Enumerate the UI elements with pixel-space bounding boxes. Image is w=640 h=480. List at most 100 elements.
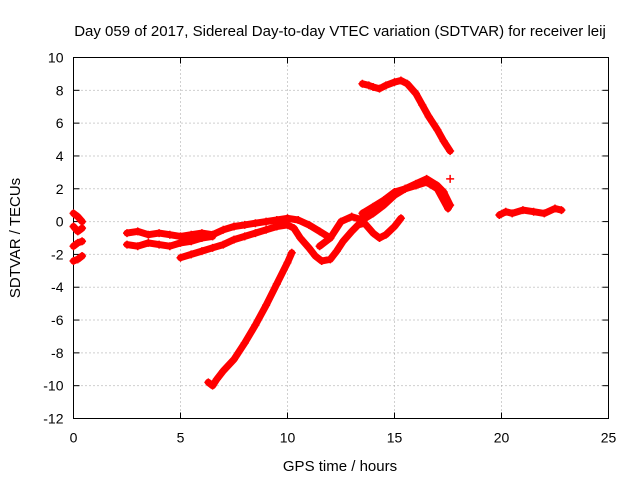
data-point	[208, 232, 217, 241]
data-point	[262, 217, 271, 226]
data-point	[133, 227, 142, 236]
data-point	[283, 258, 292, 267]
data-point	[69, 222, 78, 231]
data-point	[332, 247, 341, 256]
data-point	[311, 252, 320, 261]
axis-ticks: 0 5 10 15 20 25 -12 -10 -8 -6 -4 -2 0 2 4 6 8 10	[43, 50, 616, 446]
y-tick-label: -6	[51, 312, 64, 328]
data-point	[73, 238, 82, 247]
data-point	[289, 224, 298, 233]
data-point	[272, 222, 281, 231]
x-tick-label: 0	[70, 430, 78, 446]
data-point	[518, 206, 527, 215]
data-point	[197, 234, 206, 242]
y-tick-label: 2	[56, 181, 64, 197]
data-point	[381, 230, 390, 239]
data-point	[262, 225, 271, 234]
series-arc-f	[123, 232, 217, 251]
data-point	[403, 79, 412, 88]
data-point	[155, 229, 164, 238]
data-point	[230, 235, 238, 244]
data-point	[540, 209, 549, 218]
data-point	[296, 234, 305, 242]
data-point	[304, 243, 313, 252]
data-point	[187, 250, 196, 259]
data-point	[390, 78, 399, 87]
data-point	[240, 220, 249, 229]
data-point	[439, 188, 448, 197]
data-point	[396, 214, 405, 223]
y-tick-label: -12	[43, 411, 63, 427]
data-point	[78, 252, 87, 261]
data-point	[433, 181, 442, 190]
data-point	[396, 76, 405, 85]
data-point	[390, 188, 399, 197]
series-arc-m	[495, 204, 566, 220]
y-tick-label: 8	[56, 82, 64, 98]
y-tick-label: 10	[48, 50, 64, 66]
series-arc-c	[69, 237, 87, 251]
x-tick-label: 10	[280, 430, 296, 446]
data-point	[176, 238, 185, 247]
y-tick-label: 0	[56, 214, 64, 230]
series-arc-k	[358, 76, 455, 156]
data-point	[212, 375, 221, 384]
data-point	[208, 243, 217, 252]
y-tick-label: -8	[51, 345, 64, 361]
data-point	[240, 232, 249, 241]
data-point	[283, 220, 292, 229]
x-tick-label: 25	[601, 430, 617, 446]
data-point	[219, 366, 228, 375]
data-point	[144, 230, 153, 239]
data-point	[551, 204, 559, 213]
data-point	[315, 242, 324, 251]
series-arc-a	[69, 209, 87, 226]
plot-frame	[73, 57, 609, 419]
series-trace	[204, 249, 296, 390]
x-tick-label: 15	[387, 430, 403, 446]
data-point	[78, 237, 87, 246]
y-tick-label: -4	[51, 279, 64, 295]
data-point	[379, 196, 388, 205]
series-arc-g	[176, 214, 405, 265]
data-point	[165, 242, 174, 251]
data-point	[176, 253, 185, 262]
data-point	[251, 320, 260, 329]
data-point	[294, 215, 303, 224]
series-trace	[358, 175, 454, 217]
data-point	[304, 220, 313, 229]
data-point	[557, 206, 566, 215]
data-point	[381, 81, 390, 90]
data-point	[230, 222, 238, 231]
data-point	[375, 84, 384, 93]
data-point	[69, 209, 78, 218]
series-trace	[358, 77, 454, 155]
data-point	[317, 256, 326, 265]
data-point	[287, 248, 296, 257]
data-point	[446, 147, 455, 156]
data-point	[339, 237, 348, 246]
data-point	[347, 212, 356, 221]
data-point	[369, 229, 378, 238]
data-point	[69, 256, 78, 265]
y-tick-label: 4	[56, 148, 64, 164]
data-point	[369, 83, 378, 92]
data-point	[262, 301, 271, 310]
series-arc-l	[446, 174, 455, 183]
data-point	[133, 242, 142, 251]
data-point	[230, 355, 238, 364]
data-point	[495, 211, 504, 220]
data-point	[123, 229, 131, 238]
data-point	[272, 279, 281, 288]
data-point	[358, 79, 367, 88]
series-arc-h	[204, 248, 296, 390]
data-point	[358, 209, 367, 218]
data-point	[73, 255, 82, 264]
data-point	[364, 81, 373, 90]
data-point	[73, 212, 82, 221]
series-arc-b	[69, 222, 87, 236]
data-point	[165, 230, 174, 239]
data-point	[424, 112, 433, 121]
data-point	[69, 242, 78, 251]
data-point	[326, 234, 335, 242]
